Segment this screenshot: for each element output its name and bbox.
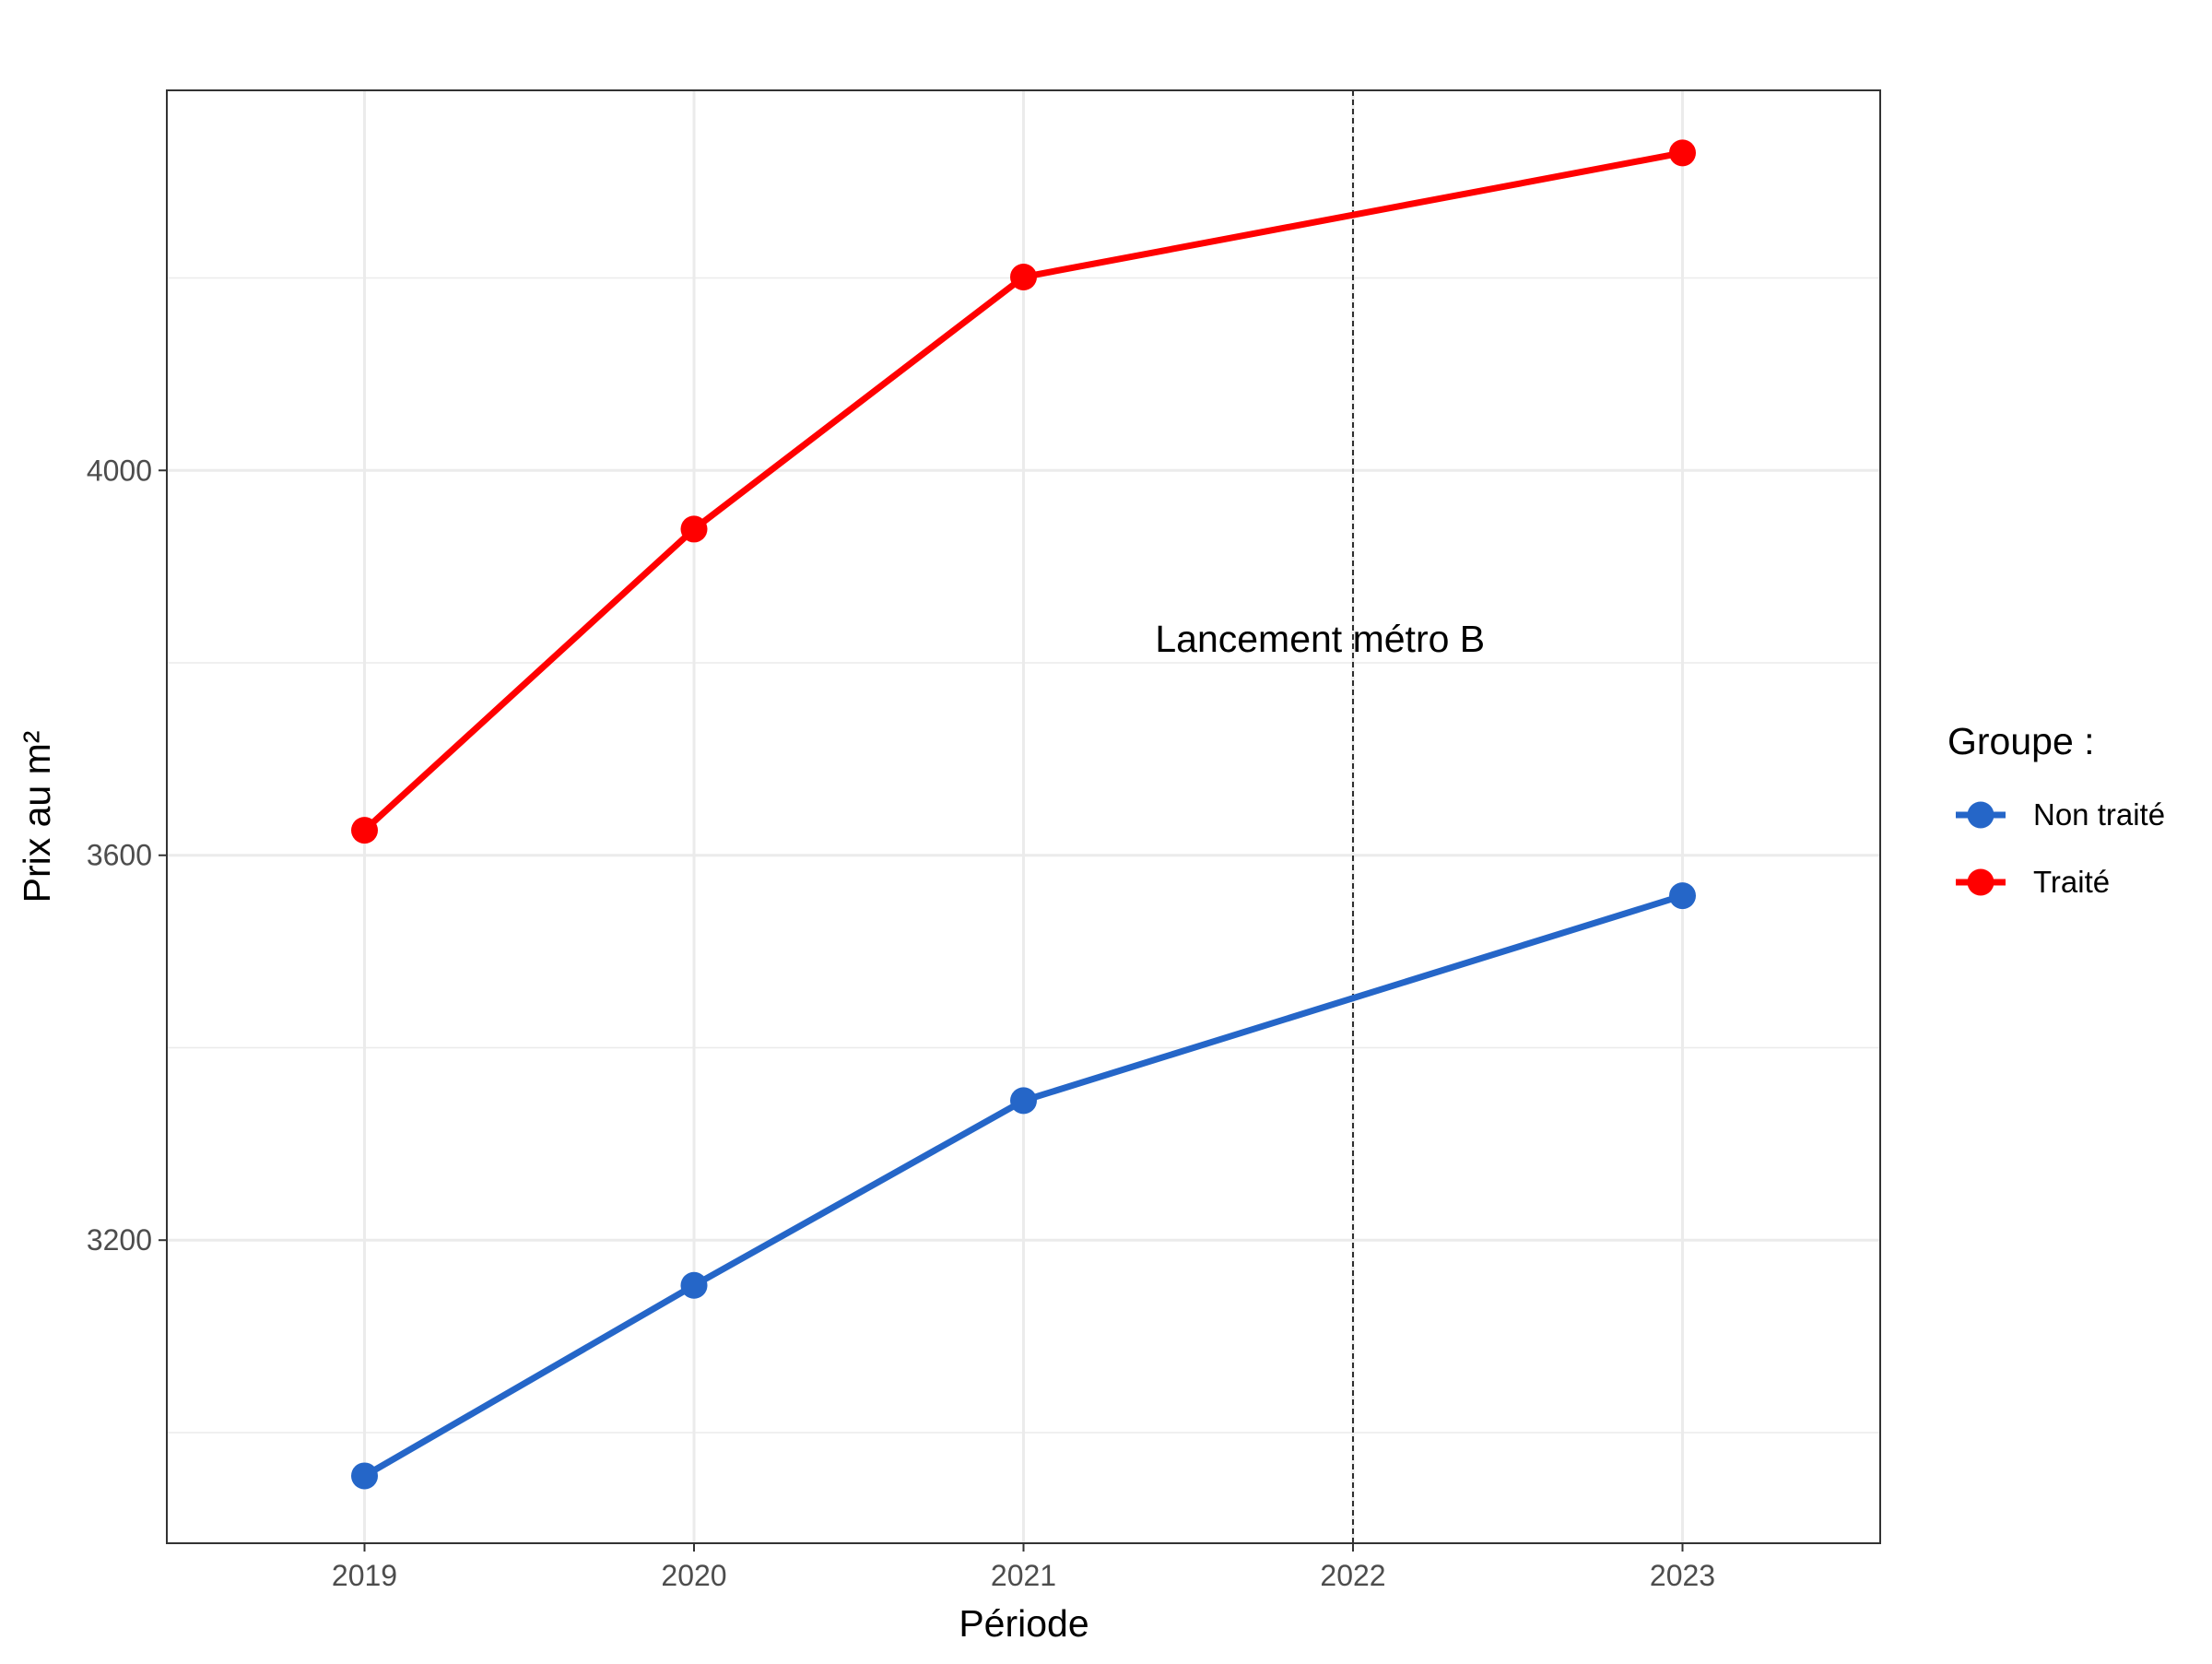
y-axis-title: Prix au m² — [16, 731, 58, 903]
data-point — [1010, 263, 1037, 290]
legend: Groupe : Non traité Traité — [1947, 720, 2165, 899]
y-tick-label: 3600 — [87, 839, 152, 872]
legend-item: Traité — [1956, 865, 2110, 899]
annotation-label: Lancement métro B — [1155, 618, 1485, 660]
series-line — [362, 892, 1684, 1479]
legend-item: Non traité — [1956, 797, 2165, 832]
data-point — [351, 817, 378, 844]
x-tick-label: 2022 — [1320, 1559, 1385, 1592]
series-line — [362, 149, 1684, 833]
series-group — [351, 882, 1696, 1490]
data-point — [680, 1271, 708, 1299]
y-tick-label: 3200 — [87, 1223, 152, 1257]
x-tick-label: 2023 — [1650, 1559, 1715, 1592]
data-point — [351, 1462, 378, 1490]
legend-label: Non traité — [2033, 797, 2165, 832]
axis-ticks: 3200 3600 4000 2019 2020 2021 2022 2023 — [87, 454, 1715, 1592]
data-point — [680, 515, 708, 543]
series-layer — [351, 139, 1696, 1490]
x-axis-title: Période — [959, 1602, 1088, 1645]
legend-title: Groupe : — [1947, 720, 2095, 762]
x-tick-label: 2020 — [661, 1559, 726, 1592]
legend-label: Traité — [2033, 865, 2110, 899]
legend-key-point — [1967, 868, 1994, 896]
legend-items: Non traité Traité — [1956, 797, 2165, 899]
legend-key-point — [1967, 801, 1994, 829]
data-point — [1010, 1087, 1037, 1115]
series-group — [351, 139, 1696, 844]
data-point — [1669, 139, 1696, 167]
x-tick-label: 2021 — [991, 1559, 1056, 1592]
y-tick-label: 4000 — [87, 454, 152, 487]
x-tick-label: 2019 — [332, 1559, 397, 1592]
data-point — [1669, 882, 1696, 910]
annotation-layer: Lancement métro B — [1155, 618, 1485, 660]
